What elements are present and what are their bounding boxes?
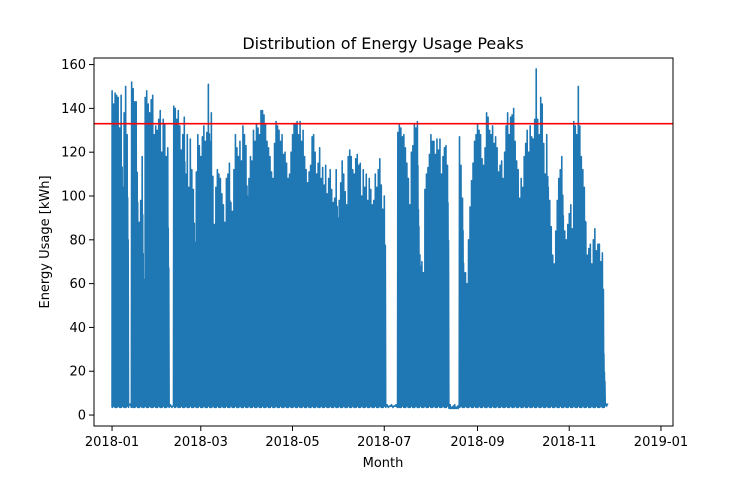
x-tick-label: 2018-01 [85,435,139,450]
x-axis: 2018-01 2018-03 2018-05 2018-07 2018-09 2018-… [85,426,688,450]
x-tick-label: 2018-11 [542,435,596,450]
y-tick-label: 80 [69,233,86,248]
y-axis-label: Energy Usage [kWh] [38,175,53,308]
y-tick-label: 0 [78,409,86,424]
y-tick-label: 20 [69,365,86,380]
y-axis: 0 20 40 60 80 100 120 140 160 [61,58,94,424]
x-axis-label: Month [363,456,404,471]
y-tick-label: 120 [61,146,86,161]
x-tick-label: 2019-01 [634,435,688,450]
x-tick-label: 2018-09 [450,435,504,450]
x-tick-label: 2018-03 [174,435,228,450]
y-tick-label: 160 [61,58,86,73]
energy-usage-series [111,68,609,410]
y-tick-label: 140 [61,102,86,117]
y-tick-label: 40 [69,321,86,336]
plot-frame [93,57,674,427]
x-tick-label: 2018-05 [265,435,319,450]
y-tick-label: 100 [61,190,86,205]
x-tick-label: 2018-07 [357,435,411,450]
y-tick-label: 60 [69,277,86,292]
chart-title: Distribution of Energy Usage Peaks [242,34,523,53]
series-layer [111,68,609,410]
